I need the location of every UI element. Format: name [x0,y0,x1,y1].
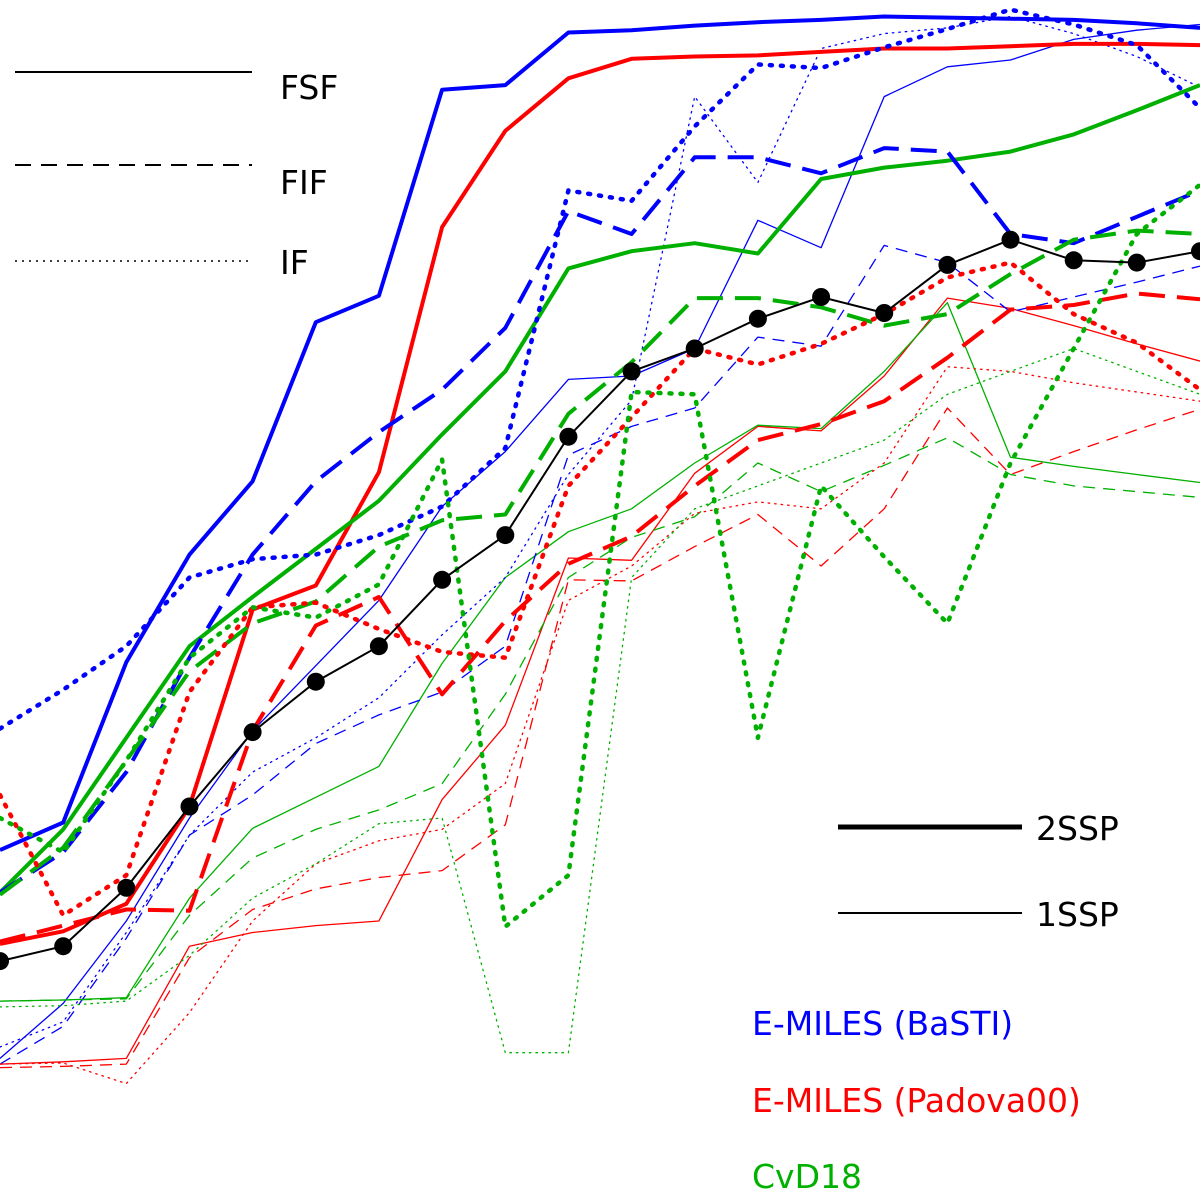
legend-fif-label: FIF [280,163,328,202]
reference-point-15 [938,255,957,274]
reference-point-4 [243,723,262,742]
reference-point-14 [875,304,894,322]
reference-point-10 [622,362,641,381]
reference-point-1 [54,937,73,956]
series-line-cvd18-fsf-1ssp [0,302,1200,1002]
series-line-e-miles-padova00-fif-1ssp [0,407,1200,1069]
reference-point-5 [306,672,325,691]
reference-point-12 [748,309,767,328]
reference-point-8 [496,526,515,545]
reference-point-18 [1127,253,1146,272]
series-line-e-miles-padova00-fsf-1ssp [0,297,1200,1065]
reference-point-19 [1191,242,1200,261]
reference-layer [0,230,1200,971]
series-line-cvd18-fif-2ssp [0,228,1200,897]
series-layer [0,7,1200,1085]
series-line-e-miles-padova00-if-1ssp [0,366,1200,1085]
legend-2ssp-label: 2SSP [1036,809,1119,848]
style-legend: FSF FIF IF [15,68,338,282]
series-line-e-miles-basti-if-2ssp [0,7,1200,731]
reference-point-3 [180,797,199,816]
series-line-e-miles-basti-fsf-2ssp [0,14,1200,852]
series-line-e-miles-padova00-fif-2ssp [0,291,1200,944]
legend-padova-label: E-MILES (Padova00) [752,1081,1081,1120]
series-line-cvd18-if-2ssp [0,182,1200,929]
series-line-e-miles-padova00-fsf-2ssp [0,41,1200,946]
reference-point-6 [369,637,388,656]
reference-point-11 [685,339,704,358]
reference-point-0 [0,952,9,971]
reference-point-7 [433,570,452,589]
legend-basti-label: E-MILES (BaSTI) [752,1004,1013,1043]
legend-fsf-label: FSF [280,68,338,107]
reference-point-17 [1064,251,1083,270]
series-line-e-miles-padova00-if-2ssp [0,260,1200,918]
series-line-cvd18-fsf-2ssp [0,83,1200,894]
reference-point-16 [1001,230,1020,249]
reference-point-9 [559,427,578,446]
series-line-e-miles-basti-fif-2ssp [0,146,1200,895]
legend-1ssp-label: 1SSP [1036,895,1119,934]
series-line-e-miles-basti-if-1ssp [0,15,1200,1048]
legend-if-label: IF [280,243,309,282]
series-line-e-miles-basti-fif-1ssp [0,244,1200,1065]
series-line-e-miles-basti-fsf-1ssp [0,23,1200,1059]
reference-point-13 [812,288,831,306]
legend-cvd18-label: CvD18 [752,1157,862,1195]
reference-line [0,238,1200,963]
series-line-cvd18-fif-1ssp [0,437,1200,1002]
reference-point-2 [117,878,136,897]
weight-legend: 2SSP 1SSP [838,809,1119,934]
model-legend: E-MILES (BaSTI) E-MILES (Padova00) CvD18 [752,1004,1081,1195]
